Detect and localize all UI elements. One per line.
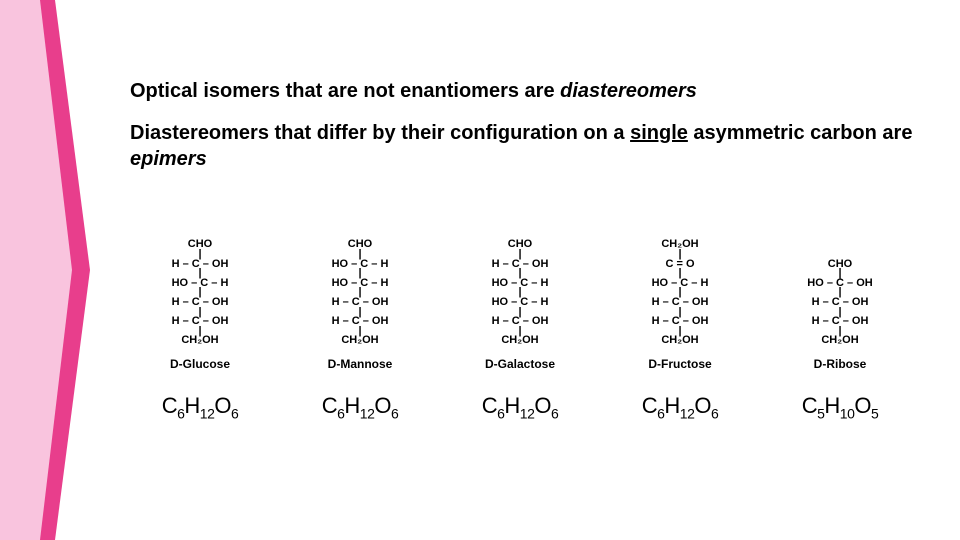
para2-post: asymmetric carbon are [688,122,913,144]
paragraph-diastereomers: Optical isomers that are not enantiomers… [130,78,940,104]
molecule-name: D-Galactose [485,357,555,371]
para2-under: single [630,122,688,144]
para1-pre: Optical isomers that are not enantiomers… [130,80,560,102]
molecular-formula: C6H12O6 [642,393,719,421]
fischer-projection: CHO|H – C – OH|HO – C – H|HO – C – H|H –… [492,202,549,347]
fischer-projection: CHO|HO – C – H|HO – C – H|H – C – OH|H –… [332,202,389,347]
molecular-formula: C6H12O6 [482,393,559,421]
molecular-formula: C6H12O6 [162,393,239,421]
molecule-name: D-Mannose [328,357,393,371]
fischer-projection: CHO|H – C – OH|HO – C – H|H – C – OH|H –… [172,202,229,347]
molecule: CHO|HO – C – H|HO – C – H|H – C – OH|H –… [290,202,430,421]
para2-italic: epimers [130,148,207,170]
fischer-row: CH₂OH [341,335,378,347]
molecule-name: D-Ribose [814,357,867,371]
fischer-row: CH₂OH [181,335,218,347]
molecule: CH₂OH|C = O|HO – C – H|H – C – OH|H – C … [610,202,750,421]
molecule: CHO|HO – C – OH|H – C – OH|H – C – OH|CH… [770,202,910,421]
fischer-projection: CH₂OH|C = O|HO – C – H|H – C – OH|H – C … [652,202,709,347]
fischer-row: CH₂OH [821,335,858,347]
molecule: CHO|H – C – OH|HO – C – H|HO – C – H|H –… [450,202,590,421]
molecule-name: D-Glucose [170,357,230,371]
molecule-name: D-Fructose [648,357,711,371]
paragraph-epimers: Diastereomers that differ by their confi… [130,120,940,172]
molecular-formula: C5H10O5 [802,393,879,421]
para2-pre: Diastereomers that differ by their confi… [130,122,630,144]
structures-row: CHO|H – C – OH|HO – C – H|H – C – OH|H –… [130,202,910,421]
para1-italic: diastereomers [560,80,697,102]
slide-content: Optical isomers that are not enantiomers… [130,78,940,421]
molecular-formula: C6H12O6 [322,393,399,421]
fischer-projection: CHO|HO – C – OH|H – C – OH|H – C – OH|CH… [807,202,872,347]
fischer-row: CH₂OH [661,335,698,347]
accent-panel [0,0,90,540]
molecule: CHO|H – C – OH|HO – C – H|H – C – OH|H –… [130,202,270,421]
fischer-row: CH₂OH [501,335,538,347]
